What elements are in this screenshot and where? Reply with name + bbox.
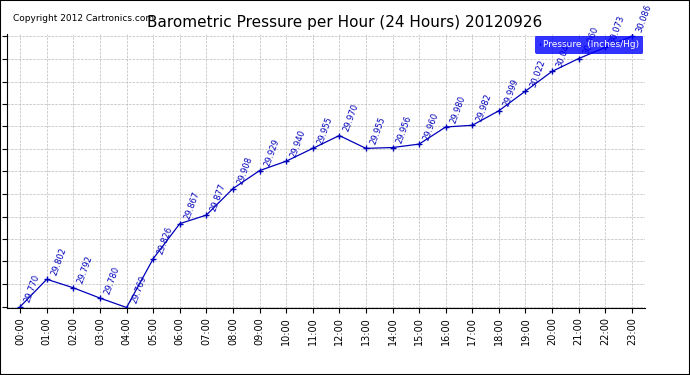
Text: 29.970: 29.970: [342, 102, 360, 133]
Text: 29.960: 29.960: [422, 111, 440, 141]
Text: 29.956: 29.956: [395, 114, 414, 145]
Text: 29.770: 29.770: [23, 273, 41, 304]
Text: 29.980: 29.980: [448, 94, 467, 124]
Text: 29.769: 29.769: [129, 274, 148, 305]
Text: 29.929: 29.929: [262, 138, 281, 168]
Text: 29.867: 29.867: [183, 190, 201, 221]
Text: 30.086: 30.086: [635, 3, 653, 33]
Text: 29.792: 29.792: [76, 255, 95, 285]
Text: 29.826: 29.826: [156, 225, 175, 256]
Text: 29.780: 29.780: [103, 265, 121, 295]
Text: Barometric Pressure per Hour (24 Hours) 20120926: Barometric Pressure per Hour (24 Hours) …: [148, 15, 542, 30]
Text: 29.940: 29.940: [289, 128, 307, 158]
Text: 29.955: 29.955: [315, 116, 334, 146]
Text: 29.955: 29.955: [368, 116, 387, 146]
Text: 29.908: 29.908: [236, 156, 254, 186]
Text: 29.999: 29.999: [502, 78, 520, 108]
Text: 29.877: 29.877: [209, 182, 228, 212]
Text: 30.045: 30.045: [555, 38, 573, 69]
Legend: Pressure  (Inches/Hg): Pressure (Inches/Hg): [535, 36, 643, 54]
Text: 30.073: 30.073: [608, 14, 627, 45]
Text: 29.802: 29.802: [50, 246, 68, 276]
Text: 30.060: 30.060: [582, 26, 600, 56]
Text: 29.982: 29.982: [475, 92, 493, 123]
Text: 30.022: 30.022: [529, 58, 546, 88]
Text: Copyright 2012 Cartronics.com: Copyright 2012 Cartronics.com: [13, 14, 155, 23]
